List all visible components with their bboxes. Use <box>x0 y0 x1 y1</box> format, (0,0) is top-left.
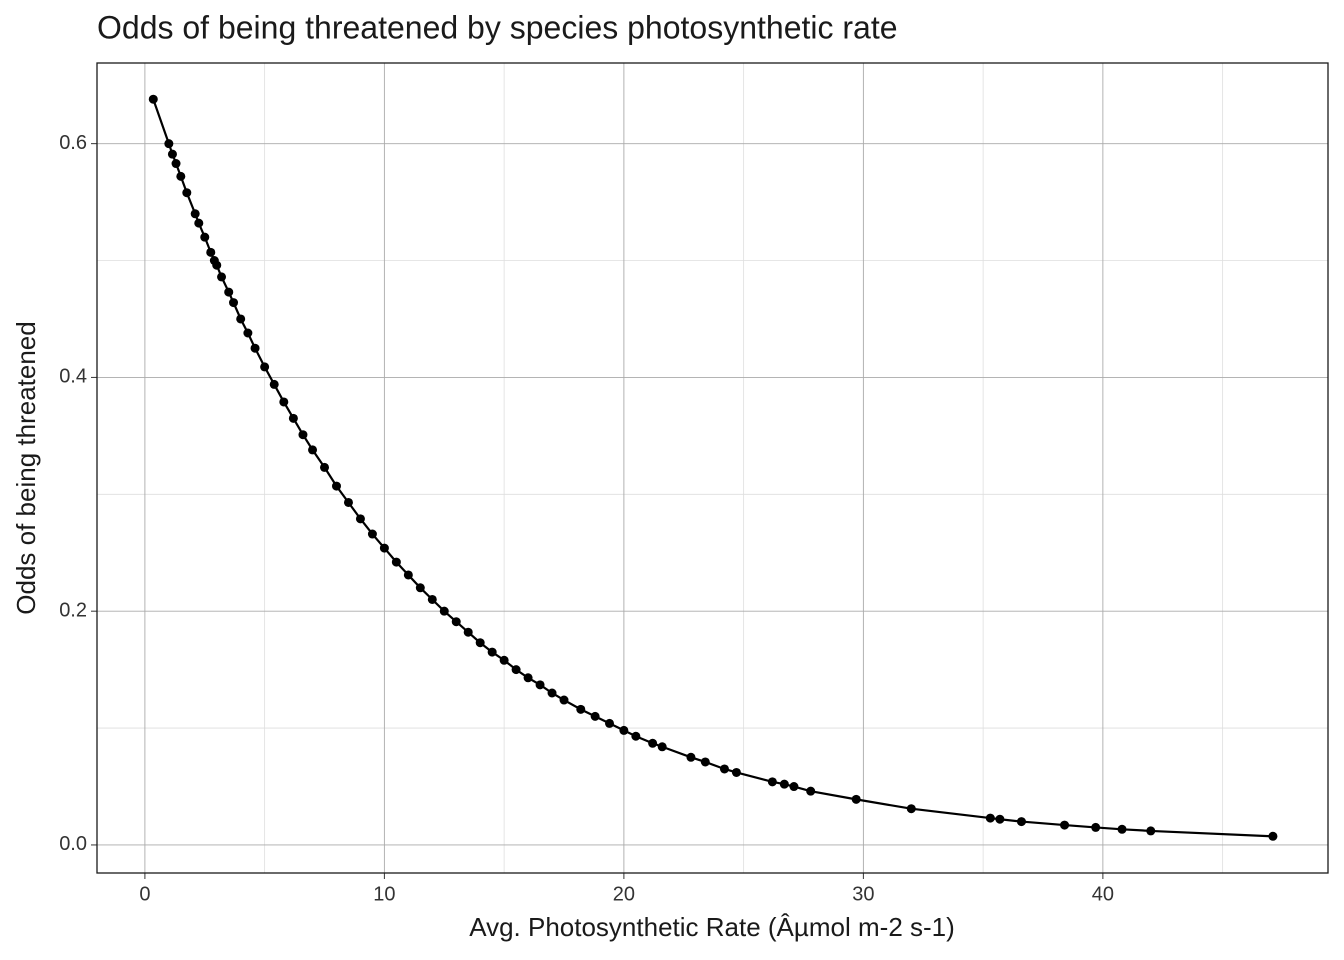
data-point <box>463 627 473 637</box>
data-point <box>686 752 696 762</box>
data-point <box>806 786 816 796</box>
data-point <box>523 673 533 683</box>
data-point <box>171 159 181 169</box>
data-point <box>700 757 710 767</box>
data-point <box>236 314 246 324</box>
y-tick-label: 0.2 <box>59 599 87 621</box>
data-point <box>279 397 289 407</box>
data-point <box>212 260 222 270</box>
data-point <box>499 655 509 665</box>
data-point <box>243 328 253 338</box>
data-point <box>648 738 658 748</box>
data-point <box>217 272 227 282</box>
data-point <box>190 209 200 219</box>
data-point <box>206 247 216 257</box>
data-point <box>619 725 629 735</box>
data-point <box>559 695 569 705</box>
data-point <box>403 570 413 580</box>
x-tick-label: 0 <box>139 883 150 905</box>
data-point <box>631 731 641 741</box>
data-point <box>657 742 667 752</box>
data-point <box>331 481 341 491</box>
data-point <box>224 287 234 297</box>
data-point <box>355 514 365 524</box>
data-point <box>590 711 600 721</box>
y-tick-label: 0.0 <box>59 833 87 855</box>
y-tick-label: 0.6 <box>59 132 87 154</box>
data-point <box>427 594 437 604</box>
data-point <box>906 804 916 814</box>
plot-border <box>96 62 1329 874</box>
data-point <box>475 638 485 648</box>
data-point <box>200 232 210 242</box>
data-point <box>1268 831 1278 841</box>
x-tick-label: 20 <box>613 883 635 905</box>
data-point <box>487 647 497 657</box>
data-point <box>229 298 239 308</box>
x-tick-label: 10 <box>373 883 395 905</box>
data-point <box>288 413 298 423</box>
data-point <box>148 94 158 104</box>
x-axis-label: Avg. Photosynthetic Rate (Âµmol m-2 s-1) <box>469 912 955 942</box>
data-point <box>176 171 186 181</box>
data-point <box>779 779 789 789</box>
data-point <box>851 794 861 804</box>
data-point <box>535 680 545 690</box>
x-tick-label: 40 <box>1092 883 1114 905</box>
data-point <box>439 606 449 616</box>
data-point <box>789 782 799 792</box>
data-point <box>985 813 995 823</box>
data-point <box>194 218 204 228</box>
data-point <box>164 139 174 149</box>
data-point <box>269 379 279 389</box>
data-point <box>308 445 318 455</box>
data-point <box>605 718 615 728</box>
data-point <box>260 362 270 372</box>
data-point <box>547 688 557 698</box>
data-point <box>182 188 192 198</box>
curve-line <box>152 98 1273 838</box>
data-point <box>415 583 425 593</box>
data-point <box>1060 820 1070 830</box>
data-point <box>367 529 377 539</box>
data-point <box>1117 824 1127 834</box>
x-tick-label: 30 <box>852 883 874 905</box>
data-point <box>731 767 741 777</box>
data-point <box>1146 826 1156 836</box>
data-point <box>719 764 729 774</box>
data-point <box>343 497 353 507</box>
data-point <box>767 777 777 787</box>
data-point <box>451 617 461 627</box>
y-tick-label: 0.4 <box>59 366 87 388</box>
data-point <box>995 814 1005 824</box>
y-axis-label: Odds of being threatened <box>11 321 41 614</box>
data-point <box>167 149 177 159</box>
data-point <box>250 343 260 353</box>
data-point <box>379 543 389 553</box>
data-point <box>320 462 330 472</box>
data-point <box>1016 817 1026 827</box>
data-point <box>391 557 401 567</box>
chart-title: Odds of being threatened by species phot… <box>97 9 898 45</box>
data-point <box>576 704 586 714</box>
data-point <box>511 665 521 675</box>
data-point <box>1091 822 1101 832</box>
data-point <box>298 430 308 440</box>
